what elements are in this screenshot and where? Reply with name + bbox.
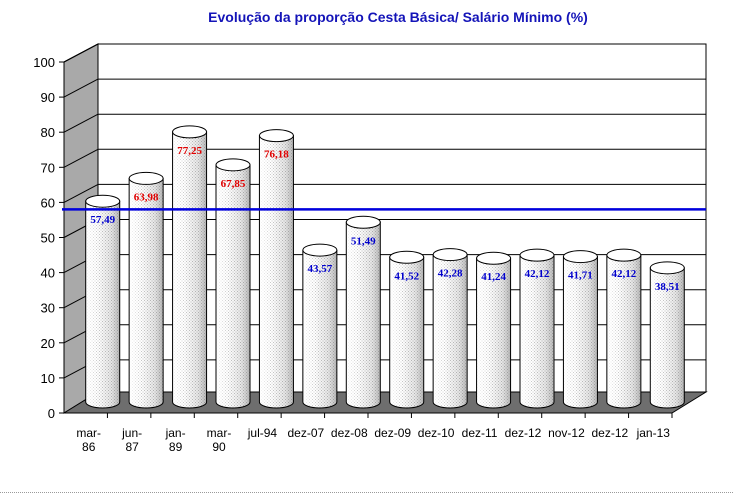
bar-shading bbox=[345, 221, 381, 409]
bar-top bbox=[258, 129, 294, 143]
data-label: 63,98 bbox=[134, 191, 159, 203]
x-category-label: jan- bbox=[165, 426, 186, 440]
gridline-depth bbox=[63, 43, 99, 63]
gridline-depth bbox=[63, 78, 99, 98]
x-category-label: mar- bbox=[207, 426, 232, 440]
data-label: 77,25 bbox=[177, 145, 202, 157]
y-tick-label: 20 bbox=[41, 336, 55, 351]
footer-divider bbox=[0, 492, 733, 493]
data-label: 41,24 bbox=[481, 271, 506, 283]
gridline-depth bbox=[63, 148, 99, 168]
y-tick-label: 10 bbox=[41, 371, 55, 386]
x-category-label: dez-09 bbox=[374, 426, 411, 440]
data-label: 41,52 bbox=[394, 270, 419, 282]
bar-top bbox=[345, 215, 381, 229]
bar-top bbox=[215, 158, 251, 172]
bar: 51,49 bbox=[345, 215, 381, 409]
x-category-label: dez-10 bbox=[418, 426, 455, 440]
y-tick-label: 40 bbox=[41, 266, 55, 281]
data-label: 42,28 bbox=[438, 268, 463, 280]
bar: 42,28 bbox=[432, 248, 468, 409]
bar-shading bbox=[389, 256, 425, 409]
bar: 38,51 bbox=[649, 261, 685, 409]
data-label: 51,49 bbox=[351, 235, 376, 247]
bar: 77,25 bbox=[172, 125, 208, 409]
y-tick-label: 30 bbox=[41, 301, 55, 316]
bar-top bbox=[562, 250, 598, 264]
bar-shading bbox=[606, 254, 642, 409]
bar-shading bbox=[476, 257, 512, 409]
bar: 67,85 bbox=[215, 158, 251, 409]
bar-shading bbox=[85, 200, 121, 409]
bar: 42,12 bbox=[519, 248, 555, 409]
gridline-depth bbox=[63, 183, 99, 203]
chart-title: Evolução da proporção Cesta Básica/ Salá… bbox=[208, 9, 588, 25]
data-label: 41,71 bbox=[568, 270, 593, 282]
bar-top bbox=[519, 248, 555, 262]
bar-shading bbox=[432, 254, 468, 409]
bar-top bbox=[476, 251, 512, 265]
data-label: 43,57 bbox=[307, 263, 332, 275]
data-label: 76,18 bbox=[264, 149, 289, 161]
y-tick-label: 50 bbox=[41, 231, 55, 246]
bar-top bbox=[85, 194, 121, 208]
bar-shading bbox=[562, 256, 598, 409]
x-category-label: jan-13 bbox=[636, 426, 671, 440]
gridline-depth bbox=[63, 113, 99, 133]
data-label: 42,12 bbox=[611, 268, 636, 280]
bar-top bbox=[172, 125, 208, 139]
y-tick-label: 0 bbox=[48, 406, 55, 421]
x-category-label: mar- bbox=[76, 426, 101, 440]
bar-top bbox=[606, 248, 642, 262]
y-tick-label: 100 bbox=[33, 55, 55, 70]
bar: 41,24 bbox=[476, 251, 512, 409]
y-tick-label: 80 bbox=[41, 125, 55, 140]
x-category-label: dez-12 bbox=[505, 426, 542, 440]
x-category-label: jun- bbox=[121, 426, 142, 440]
bar-shading bbox=[519, 254, 555, 409]
x-category-label: nov-12 bbox=[548, 426, 585, 440]
bar-shading bbox=[128, 177, 164, 409]
data-label: 38,51 bbox=[655, 281, 680, 293]
bar-shading bbox=[302, 249, 338, 409]
bar: 76,18 bbox=[258, 129, 294, 409]
data-label: 67,85 bbox=[221, 178, 246, 190]
bar-shading bbox=[258, 135, 294, 409]
data-label: 57,49 bbox=[90, 214, 115, 226]
bar-top bbox=[389, 250, 425, 264]
y-tick-label: 70 bbox=[41, 160, 55, 175]
bar-top bbox=[432, 248, 468, 262]
bar-shading bbox=[172, 131, 208, 409]
y-tick-label: 60 bbox=[41, 195, 55, 210]
bar: 57,49 bbox=[85, 194, 121, 409]
x-category-label: dez-12 bbox=[592, 426, 629, 440]
bar-shading bbox=[215, 164, 251, 409]
y-tick-label: 90 bbox=[41, 90, 55, 105]
bar-top bbox=[302, 243, 338, 257]
bar: 41,52 bbox=[389, 250, 425, 409]
x-category-label: jul-94 bbox=[247, 426, 278, 440]
bars: 57,49 63,98 77,25 67,85 76,18 43,57 51,49 41,52… bbox=[85, 125, 685, 409]
data-label: 42,12 bbox=[525, 268, 550, 280]
x-category-label: 89 bbox=[169, 440, 183, 454]
bar-top bbox=[128, 171, 164, 185]
x-category-label: 86 bbox=[82, 440, 96, 454]
bar: 42,12 bbox=[606, 248, 642, 409]
x-category-label: dez-11 bbox=[462, 426, 498, 440]
plot-area: 0 10 20 30 40 50 60 70 80 90 100 57,49 63,98 77,25 67… bbox=[33, 43, 708, 454]
y-axis-ticks: 0 10 20 30 40 50 60 70 80 90 100 bbox=[33, 55, 64, 421]
x-category-label: dez-08 bbox=[331, 426, 368, 440]
x-category-label: 87 bbox=[125, 440, 139, 454]
x-category-label: 90 bbox=[212, 440, 226, 454]
bar-shading bbox=[649, 267, 685, 409]
x-category-label: dez-07 bbox=[288, 426, 325, 440]
bar: 43,57 bbox=[302, 243, 338, 409]
bar-top bbox=[649, 261, 685, 275]
bar: 63,98 bbox=[128, 171, 164, 409]
bar: 41,71 bbox=[562, 250, 598, 409]
